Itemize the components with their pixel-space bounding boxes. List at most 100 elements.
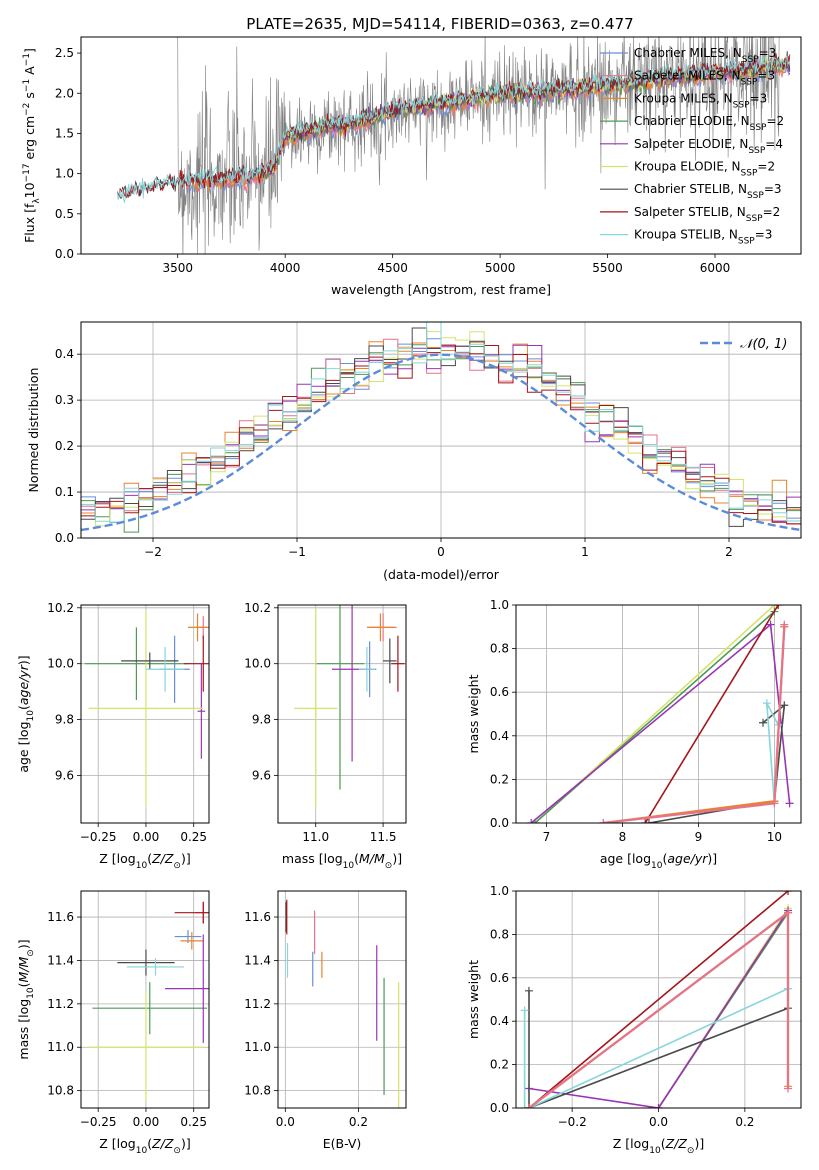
age_vs_mass-xtick-label-1: 11.5 <box>370 830 397 844</box>
legend-label-c_miles: Chabrier MILES, NSSP=3 <box>634 46 776 65</box>
mass_vs_Z-ylabel: mass [log10(M/M⊙)] <box>16 939 36 1059</box>
weight_vs_age-ytick-label-2: 0.4 <box>490 729 509 743</box>
spectrum-xtick-label-0: 3500 <box>162 261 193 275</box>
weight_vs_age-xtick-label-0: 7 <box>543 830 551 844</box>
weight_vs_age-marker-c_stelib-4-0 <box>645 819 653 823</box>
mass_vs_Z-axes: −0.25 0.00 0.25 10.8 11.0 11.2 11.4 11.6 <box>47 891 209 1129</box>
plots-layer: 3500 4000 4500 5000 5500 6000 0.0 0.5 1.0 1.5 2.0 2… <box>16 36 802 1156</box>
spectrum-xtick-label-4: 5500 <box>592 261 623 275</box>
residuals-ytick-label-0: 0.0 <box>55 531 74 545</box>
weight_vs_age-xtick-label-3: 10 <box>767 830 782 844</box>
residuals-ytick-label-2: 0.2 <box>55 439 74 453</box>
legend-label-normal: 𝒩(0, 1) <box>740 337 787 352</box>
age_vs_mass-xtick-label-0: 11.0 <box>302 830 329 844</box>
spectrum-xlabel: wavelength [Angstrom, rest frame] <box>331 282 551 297</box>
residuals-legend: 𝒩(0, 1) <box>700 337 787 352</box>
weight_vs_age-ylabel: mass weight <box>466 674 481 753</box>
spectrum-axes: 3500 4000 4500 5000 5500 6000 0.0 0.5 1.0 1.5 2.0 2… <box>55 46 730 275</box>
residuals-xtick-label-2: 0 <box>437 545 445 559</box>
weight_vs_age-xlabel: age [log10(age/yr)] <box>600 851 717 871</box>
weight_vs_Z-marker-s_stelib-0-1 <box>784 891 793 895</box>
residuals-ylabel: Normed distribution <box>26 368 41 493</box>
age_vs_mass-ytick-label-2: 10.0 <box>244 657 271 671</box>
weight_vs_Z-series-s_elodie-3 <box>528 910 789 1108</box>
age_vs_Z-xtick-label-2: 0.25 <box>180 830 207 844</box>
residuals-xtick-label-4: 2 <box>725 545 733 559</box>
weight_vs_age-marker-s_miles-7-0 <box>599 819 608 823</box>
weight_vs_age-marker-s_elodie-2-0 <box>527 819 536 823</box>
weight_vs_Z-series-c_stelib-4 <box>528 1007 789 1108</box>
weight_vs_age-marker-s_miles-7-1 <box>770 799 779 808</box>
mass_vs_Z-ytick-label-2: 11.2 <box>47 997 74 1011</box>
mass_vs_ebv-plot-area <box>285 899 400 1108</box>
mass_vs_Z-ytick-label-3: 11.4 <box>47 953 74 967</box>
mass_vs_Z-plot-area <box>88 901 209 1102</box>
residuals-xlabel: (data-model)/error <box>383 567 500 582</box>
weight_vs_age-marker-k_stelib-5-2 <box>762 699 771 708</box>
weight_vs_Z-series-k_stelib-5 <box>528 987 789 1108</box>
spectrum-ytick-label-0: 0.0 <box>55 247 74 261</box>
spectrum-ytick-label-4: 2.0 <box>55 86 74 100</box>
observed-spectrum-line <box>177 37 780 254</box>
spectrum-ytick-label-5: 2.5 <box>55 46 74 60</box>
age_vs_Z-ytick-label-2: 10.0 <box>47 657 74 671</box>
weight_vs_Z-marker-s_miles-9-0 <box>524 1104 533 1108</box>
age_vs_Z-axes: −0.25 0.00 0.25 9.6 9.8 10.0 10.2 <box>47 601 209 844</box>
weight_vs_age-xtick-label-2: 9 <box>695 830 703 844</box>
weight_vs_age-plot-area <box>527 605 794 823</box>
weight_vs_age-ytick-label-0: 0.0 <box>490 816 509 830</box>
mass_vs_Z-xtick-label-1: 0.00 <box>133 1115 160 1129</box>
age_vs_Z-ytick-label-3: 10.2 <box>47 601 74 615</box>
mass_vs_Z-ytick-label-0: 10.8 <box>47 1084 74 1098</box>
mass_vs_Z-ytick-label-1: 11.0 <box>47 1040 74 1054</box>
weight_vs_Z-frame <box>515 890 802 1109</box>
legend-label-s_elodie: Salpeter ELODIE, NSSP=4 <box>634 137 783 156</box>
weight_vs_age-series-k_miles-6 <box>603 626 786 823</box>
weight_vs_age-frame <box>515 604 802 824</box>
legend-label-s_miles: Salpeter MILES, NSSP=3 <box>634 69 775 88</box>
weight_vs_age-marker-s_elodie-2-2 <box>785 799 794 808</box>
spectrum-legend: Chabrier MILES, NSSP=3 Salpeter MILES, NS… <box>600 46 784 247</box>
age_vs_Z-ylabel: age [log10(age/yr)] <box>16 655 36 772</box>
mass_vs_ebv-frame <box>277 890 407 1109</box>
residuals-ytick-label-1: 0.1 <box>55 485 74 499</box>
residuals-ytick-label-3: 0.3 <box>55 393 74 407</box>
mass_vs_ebv-ytick-label-3: 11.4 <box>244 953 271 967</box>
weight_vs_Z-ylabel: mass weight <box>466 960 481 1039</box>
weight_vs_Z-marker-k_stelib-7-0 <box>520 1104 529 1108</box>
weight_vs_Z-ytick-label-2: 0.4 <box>490 1014 509 1028</box>
legend-label-k_elodie: Kroupa ELODIE, NSSP=2 <box>634 160 775 179</box>
weight_vs_age-ytick-label-1: 0.2 <box>490 772 509 786</box>
weight_vs_Z-marker-c_stelib-6-1 <box>524 986 533 995</box>
weight_vs_Z-plot-area <box>520 891 793 1108</box>
age_vs_Z-xtick-label-0: −0.25 <box>80 830 117 844</box>
legend-label-c_elodie: Chabrier ELODIE, NSSP=2 <box>634 114 784 133</box>
weight_vs_age-series-s_stelib-3 <box>644 605 779 823</box>
spectrum-xtick-label-3: 5000 <box>485 261 516 275</box>
spectrum-ytick-label-2: 1.0 <box>55 167 74 181</box>
weight_vs_age-series-c_stelib-4 <box>648 703 786 823</box>
weight_vs_Z-ytick-label-3: 0.6 <box>490 971 509 985</box>
age_vs_Z-plot-area <box>84 610 209 807</box>
weight_vs_Z-ytick-label-0: 0.0 <box>490 1101 509 1115</box>
weight_vs_Z-marker-s_miles-9-1 <box>784 908 793 917</box>
weight_vs_age-marker-c_stelib-4-2 <box>780 701 789 710</box>
residual-hist-k_stelib <box>81 322 801 523</box>
model-line-k_stelib <box>117 55 790 203</box>
weight_vs_Z-xtick-label-1: 0.0 <box>649 1115 668 1129</box>
age_vs_mass-plot-area <box>294 605 405 810</box>
spectrum-xtick-label-2: 4500 <box>377 261 408 275</box>
mass_vs_ebv-xtick-label-1: 0.2 <box>349 1115 368 1129</box>
mass_vs_ebv-ytick-label-1: 11.0 <box>244 1040 271 1054</box>
weight_vs_Z-marker-k_stelib-7-1 <box>520 1006 529 1015</box>
age_vs_Z-ytick-label-1: 9.8 <box>55 713 74 727</box>
age_vs_mass-ytick-label-0: 9.6 <box>252 768 271 782</box>
mass_vs_ebv-ytick-label-0: 10.8 <box>244 1084 271 1098</box>
weight_vs_age-ytick-label-4: 0.8 <box>490 642 509 656</box>
mass_vs_Z-ytick-label-4: 11.6 <box>47 910 74 924</box>
mass_vs_Z-xtick-label-2: 0.25 <box>180 1115 207 1129</box>
weight_vs_Z-series-s_stelib-0 <box>528 891 789 1108</box>
weight_vs_age-series-s_miles-7 <box>603 624 786 823</box>
figure-title: PLATE=2635, MJD=54114, FIBERID=0363, z=0… <box>246 15 633 33</box>
age_vs_mass-xlabel: mass [log10(M/M⊙)] <box>282 851 402 871</box>
